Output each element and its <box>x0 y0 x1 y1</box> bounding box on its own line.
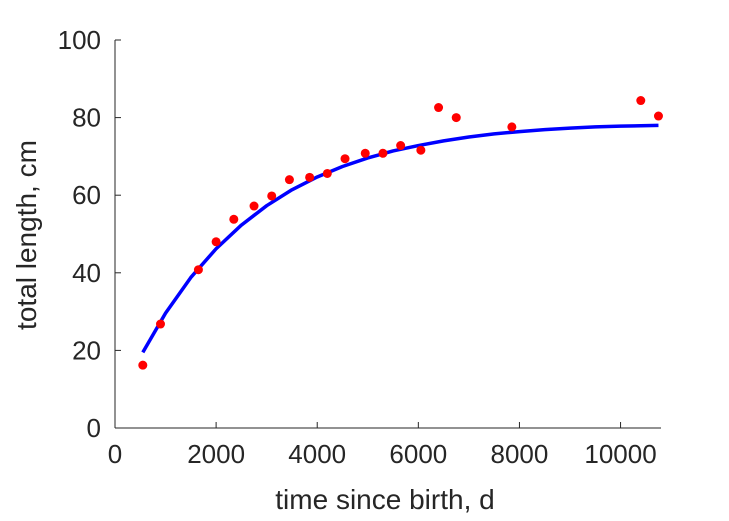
x-tick-label: 4000 <box>288 439 346 469</box>
data-point <box>229 214 239 224</box>
data-point <box>193 265 203 275</box>
y-tick-label: 100 <box>58 25 101 55</box>
data-point <box>396 141 406 151</box>
data-point <box>416 145 426 155</box>
x-axis-label: time since birth, d <box>275 484 494 515</box>
y-tick-label: 80 <box>72 103 101 133</box>
data-point <box>653 111 663 121</box>
x-axis: 0 2000 4000 6000 8000 10000 <box>108 422 661 469</box>
y-tick-label: 40 <box>72 258 101 288</box>
y-axis: 0 20 40 60 80 100 <box>58 25 121 443</box>
fit-curve <box>141 123 659 354</box>
data-point <box>156 319 165 329</box>
x-tick-label: 2000 <box>187 439 245 469</box>
data-point <box>340 154 350 164</box>
data-point <box>507 122 517 132</box>
data-point <box>138 360 148 370</box>
data-point <box>434 103 444 113</box>
plot-area <box>138 96 663 370</box>
x-tick-label: 10000 <box>584 439 656 469</box>
data-point <box>305 172 315 182</box>
y-tick-label: 20 <box>72 335 101 365</box>
y-tick-label: 0 <box>87 413 101 443</box>
data-point <box>267 191 277 201</box>
data-point <box>322 168 332 178</box>
data-point <box>451 113 461 123</box>
x-tick-label: 6000 <box>389 439 447 469</box>
data-point <box>636 96 646 106</box>
data-point <box>284 175 294 185</box>
x-tick-label: 8000 <box>491 439 549 469</box>
y-tick-label: 60 <box>72 180 101 210</box>
y-axis-label: total length, cm <box>11 140 42 330</box>
data-point <box>249 201 259 211</box>
data-point <box>360 148 370 158</box>
data-point <box>378 148 388 158</box>
data-point <box>211 237 221 247</box>
x-tick-label: 0 <box>108 439 122 469</box>
